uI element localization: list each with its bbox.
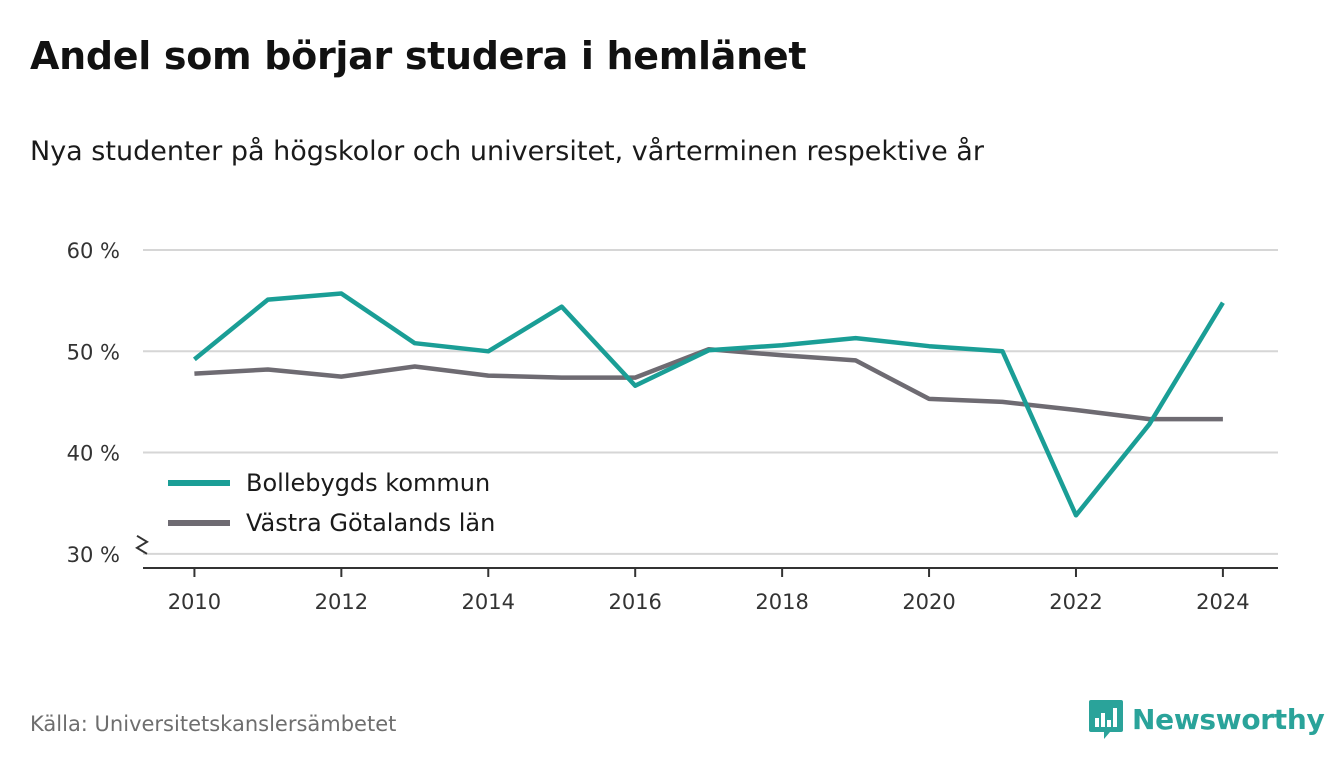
legend-label: Västra Götalands län xyxy=(246,509,495,537)
y-axis-ticks: 30 % 40 % 50 % 60 % xyxy=(67,239,149,567)
x-axis: 2010 2012 2014 2016 2018 2020 2022 2024 xyxy=(143,567,1278,614)
legend: Bollebygds kommun Västra Götalands län xyxy=(168,469,495,537)
chart-subtitle: Nya studenter på högskolor och universit… xyxy=(30,136,984,167)
x-tick-label: 2010 xyxy=(168,590,221,614)
x-tick-label: 2022 xyxy=(1049,590,1102,614)
brand-logo: Newsworthy xyxy=(1088,698,1325,740)
series-line xyxy=(194,346,1223,422)
legend-label: Bollebygds kommun xyxy=(246,469,490,497)
chart-title: Andel som börjar studera i hemlänet xyxy=(30,34,807,78)
brand-name: Newsworthy xyxy=(1132,702,1325,736)
y-tick-label: 40 % xyxy=(67,442,120,466)
x-tick-label: 2014 xyxy=(462,590,515,614)
axis-break-mark xyxy=(135,534,149,555)
x-tick-label: 2024 xyxy=(1196,590,1249,614)
line-chart: 30 % 40 % 50 % 60 % 2010 2012 2014 2016 2018 202… xyxy=(67,239,1278,614)
series-lines xyxy=(192,291,1225,518)
bar-chart-badge-icon xyxy=(1089,700,1123,739)
series-line xyxy=(192,291,1225,518)
x-tick-label: 2016 xyxy=(608,590,661,614)
source-note: Källa: Universitetskanslersämbetet xyxy=(30,712,397,736)
y-tick-label: 30 % xyxy=(67,543,120,567)
y-tick-label: 50 % xyxy=(67,340,120,364)
y-tick-label: 60 % xyxy=(67,239,120,263)
x-tick-label: 2018 xyxy=(755,590,808,614)
x-tick-label: 2020 xyxy=(902,590,955,614)
x-tick-label: 2012 xyxy=(315,590,368,614)
